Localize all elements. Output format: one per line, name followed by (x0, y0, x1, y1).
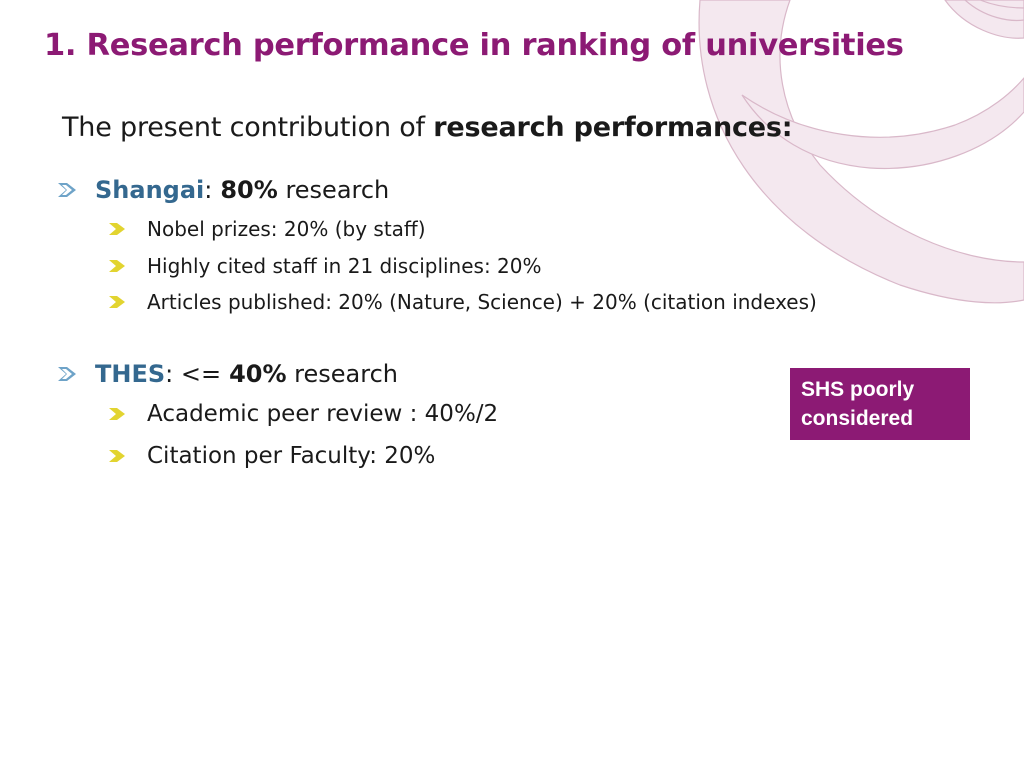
chevron-right-icon (109, 408, 125, 420)
ranking-research-share: 40% (229, 360, 287, 388)
sub-bullet-text: Citation per Faculty: 20% (147, 443, 436, 469)
bullet-thes: THES: <= 40% research (56, 360, 398, 388)
bullet-shangai: Shangai:80% research (56, 176, 389, 204)
ranking-label: research (286, 360, 398, 388)
sub-bullet-text: Nobel prizes: 20% (by staff) (147, 217, 426, 241)
sub-bullet-item: Nobel prizes: 20% (by staff) (108, 217, 426, 241)
subtitle-text: The present contribution of (62, 112, 434, 143)
callout-line: considered (801, 407, 914, 430)
subtitle-emphasis: research performances: (433, 112, 793, 143)
chevron-right-icon (109, 260, 125, 272)
sub-bullet-item: Citation per Faculty: 20% (108, 443, 435, 469)
ranking-separator: : (204, 176, 213, 204)
swoosh-shape (944, 0, 1024, 39)
chevron-right-icon (109, 223, 125, 235)
ranking-separator: : <= (165, 360, 222, 388)
ranking-research-share: 80% (220, 176, 278, 204)
callout-line: SHS poorly (801, 378, 915, 401)
sub-bullet-text: Highly cited staff in 21 disciplines: 20… (147, 254, 542, 278)
ranking-name: THES (95, 360, 166, 388)
swoosh-shape (964, 0, 1024, 22)
ranking-label: research (277, 176, 390, 204)
shs-callout-box: SHS poorly considered (790, 368, 970, 440)
slide-title: 1. Research performance in ranking of un… (44, 28, 904, 63)
slide-subtitle: The present contribution of research per… (62, 112, 793, 143)
chevron-right-icon (109, 450, 125, 462)
chevron-right-icon (109, 296, 125, 308)
sub-bullet-item: Academic peer review : 40%/2 (108, 401, 498, 427)
ranking-name: Shangai (95, 176, 205, 204)
chevron-right-icon (58, 367, 76, 381)
sub-bullet-item: Highly cited staff in 21 disciplines: 20… (108, 254, 542, 278)
sub-bullet-item: Articles published: 20% (Nature, Science… (108, 290, 817, 314)
sub-bullet-text: Articles published: 20% (Nature, Science… (147, 290, 817, 314)
chevron-right-icon (58, 183, 76, 197)
sub-bullet-text: Academic peer review : 40%/2 (147, 401, 499, 427)
